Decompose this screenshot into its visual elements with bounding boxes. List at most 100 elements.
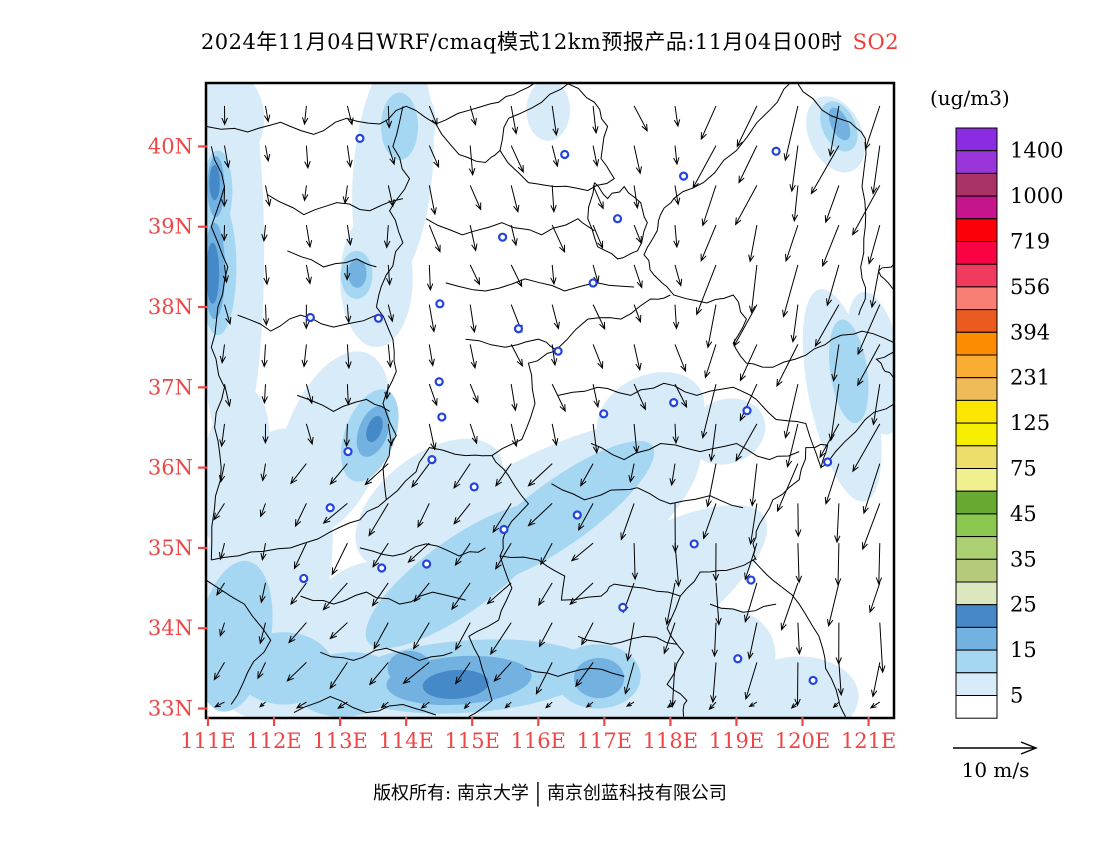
wind-arrow (295, 701, 307, 709)
y-tick-label: 33N (148, 697, 193, 721)
wind-arrow (705, 463, 717, 508)
wind-arrow (624, 662, 635, 695)
province-boundary (752, 403, 894, 562)
wind-arrow (551, 224, 566, 254)
colorbar-tick-label: 125 (1010, 411, 1050, 435)
wind-arrow (510, 264, 523, 288)
wind-arrow (219, 622, 226, 638)
wind-arrow (835, 622, 842, 666)
title-text: 2024年11月04日WRF/cmaq模式12km预报产品:11月04日00时 (200, 30, 843, 54)
wind-arrow (412, 622, 430, 650)
colorbar-tick-label: 1400 (1010, 139, 1063, 163)
wind-arrow (744, 662, 758, 701)
x-tick-label: 112E (246, 729, 301, 753)
x-tick-label: 119E (709, 729, 764, 753)
wind-arrow (776, 463, 799, 513)
wind-arrow (387, 423, 394, 447)
wind-arrow (262, 304, 270, 327)
province-boundary (425, 218, 595, 236)
colorbar-tick-label: 394 (1010, 320, 1050, 344)
wind-arrow (346, 145, 353, 168)
wind-arrow (747, 622, 758, 660)
colorbar-tick-label: 231 (1010, 366, 1050, 390)
colorbar-swatch (955, 536, 998, 560)
wind-arrow (468, 145, 476, 177)
wind-arrow (288, 622, 307, 644)
wind-arrow (451, 582, 471, 611)
wind-arrow (510, 105, 519, 135)
city-marker (733, 654, 743, 664)
wind-arrow (527, 503, 553, 527)
wind-arrow (711, 622, 718, 658)
colorbar-swatch (955, 241, 998, 265)
wind-arrow (738, 145, 758, 184)
wind-arrow (261, 225, 268, 243)
city-marker (553, 346, 563, 356)
colorbar-swatch (955, 468, 998, 492)
wind-arrow (331, 542, 348, 576)
province-boundary (300, 591, 466, 605)
wind-arrow (345, 344, 352, 370)
wind-arrow (794, 662, 801, 707)
wind-arrow (570, 542, 594, 562)
wind-arrow (744, 542, 758, 581)
wind-arrow (538, 582, 553, 607)
wind-arrow (551, 423, 559, 447)
wind-arrow (385, 264, 393, 286)
wind-arrow (592, 105, 599, 135)
province-boundary (297, 394, 390, 412)
colorbar-swatch (955, 127, 998, 152)
wind-arrow (551, 145, 559, 168)
colorbar-tick-label: 1000 (1010, 184, 1063, 208)
wind-arrow (857, 344, 881, 387)
y-tick-label: 34N (148, 616, 193, 640)
city-marker (305, 312, 315, 323)
wind-arrow (551, 304, 560, 330)
wind-arrow (857, 304, 881, 356)
y-axis: 40N 39N 38N 37N 36N 35N 34N 33N (148, 134, 207, 721)
wind-arrow (305, 225, 313, 249)
wind-arrow (852, 423, 881, 473)
wind-arrow (580, 463, 594, 487)
city-marker (422, 559, 432, 569)
x-tick-label: 114E (378, 729, 433, 753)
wind-vector-layer (213, 105, 886, 711)
wind-arrow (222, 264, 229, 284)
wind-arrow (832, 701, 840, 709)
colorbar-swatch (955, 649, 998, 674)
y-tick-label: 39N (148, 215, 193, 239)
wind-arrow (783, 105, 799, 162)
wind-arrow (875, 543, 883, 586)
wind-arrow (213, 662, 225, 681)
wind-arrow (259, 701, 266, 708)
province-boundary (293, 695, 437, 716)
wind-arrow (301, 344, 308, 368)
wind-arrow (469, 185, 482, 211)
wind-arrow (454, 662, 471, 685)
wind-arrow (861, 503, 881, 551)
wind-arrow (869, 264, 881, 309)
province-boundary (468, 555, 513, 718)
colorbar-swatch (955, 626, 998, 651)
wind-arrow (625, 701, 635, 707)
wind-arrow (258, 622, 266, 645)
wind-arrow (715, 582, 722, 626)
colorbar-swatch (955, 263, 998, 288)
wind-arrow (261, 384, 268, 405)
wind-arrow (744, 582, 758, 624)
city-marker (513, 324, 524, 334)
wind-arrow (592, 423, 600, 455)
wind-arrow (510, 344, 524, 368)
wind-arrow (346, 105, 354, 126)
wind-arrow (265, 185, 272, 207)
colorbar-swatch (955, 309, 998, 333)
colorbar-swatch (955, 513, 998, 538)
wind-arrow (428, 105, 438, 127)
wind-arrow (790, 304, 799, 343)
wind-arrow (633, 264, 643, 289)
wind-arrow (344, 384, 352, 406)
wind-arrow (407, 542, 430, 563)
wind-arrow (868, 582, 881, 614)
city-marker (823, 457, 833, 467)
y-tick-label: 36N (148, 456, 193, 480)
